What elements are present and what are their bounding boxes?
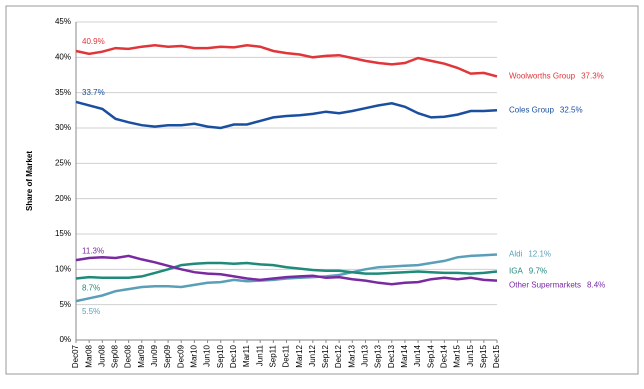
y-tick-label: 20% (55, 194, 71, 203)
x-tick-label: Mar13 (347, 344, 356, 367)
series-line (75, 261, 498, 280)
end-label: Woolworths Group 37.3% (509, 72, 604, 81)
x-tick-label: Mar12 (295, 344, 304, 367)
chart-frame (5, 5, 639, 375)
x-tick-label: Dec10 (229, 344, 238, 368)
end-label: Other Supermarkets 8.4% (509, 281, 605, 290)
data-label: 33.7% (82, 88, 105, 97)
y-tick-label: 25% (55, 158, 71, 167)
x-tick-label: Dec07 (71, 344, 80, 368)
data-label: 8.4% (587, 281, 605, 290)
data-label: 9.7% (529, 267, 547, 276)
x-tick-label: Sep09 (163, 344, 172, 368)
data-label: 5.5% (82, 307, 100, 316)
x-tick-label: Mar14 (400, 344, 409, 367)
x-tick-label: Dec12 (334, 344, 343, 368)
legend-entry: Coles Group (509, 105, 554, 114)
end-label: Aldi 12.1% (509, 250, 551, 259)
data-label: 37.3% (581, 72, 604, 81)
x-tick-label: Sep08 (111, 344, 120, 368)
y-tick-label: 30% (55, 123, 71, 132)
x-tick-label: Dec13 (387, 344, 396, 368)
x-tick-label: Mar15 (453, 344, 462, 367)
y-axis-title: Share of Market (25, 151, 34, 211)
x-tick-label: Jun09 (150, 344, 159, 366)
data-label: 8.7% (82, 284, 100, 293)
x-tick-label: Sep14 (426, 344, 435, 368)
x-tick-label: Sep15 (479, 344, 488, 368)
y-tick-label: 40% (55, 52, 71, 61)
x-tick-label: Dec15 (492, 344, 501, 368)
x-tick-label: Dec08 (124, 344, 133, 368)
y-tick-label: 10% (55, 264, 71, 273)
series-line (75, 100, 498, 130)
series-line (75, 44, 498, 78)
y-tick-label: 45% (55, 17, 71, 26)
y-tick-label: 15% (55, 229, 71, 238)
x-tick-label: Mar09 (137, 344, 146, 367)
x-tick-label: Jun15 (466, 344, 475, 366)
x-tick-label: Mar08 (84, 344, 93, 367)
x-tick-label: Sep12 (321, 344, 330, 368)
data-label: 11.3% (82, 246, 104, 255)
y-tick-label: 0% (59, 335, 71, 344)
x-tick-label: Sep13 (374, 344, 383, 368)
x-tick-label: Sep10 (216, 344, 225, 368)
x-tick-label: Jun10 (203, 344, 212, 366)
x-tick-label: Dec09 (176, 344, 185, 368)
x-tick-label: Mar11 (242, 344, 251, 367)
x-tick-label: Jun08 (97, 344, 106, 366)
y-tick-label: 35% (55, 88, 71, 97)
data-label: 40.9% (82, 37, 105, 46)
end-label: Coles Group 32.5% (509, 105, 583, 114)
legend-entry: Aldi (509, 250, 523, 259)
y-tick-label: 5% (59, 300, 71, 309)
data-label: 12.1% (528, 250, 551, 259)
legend-entry: Woolworths Group (509, 72, 576, 81)
data-label: 32.5% (560, 105, 583, 114)
x-tick-label: Jun12 (308, 344, 317, 366)
legend-entry: IGA (509, 267, 523, 276)
x-tick-label: Jun14 (413, 344, 422, 366)
x-tick-label: Dec11 (282, 344, 291, 367)
series-line (75, 253, 498, 303)
x-tick-label: Mar10 (190, 344, 199, 367)
legend-entry: Other Supermarkets (509, 281, 581, 290)
x-tick-label: Dec14 (439, 344, 448, 368)
x-tick-label: Jun13 (361, 344, 370, 366)
series-line (75, 254, 498, 286)
end-label: IGA 9.7% (509, 267, 547, 276)
x-tick-label: Jun11 (255, 344, 264, 366)
x-tick-label: Sep11 (268, 344, 277, 367)
